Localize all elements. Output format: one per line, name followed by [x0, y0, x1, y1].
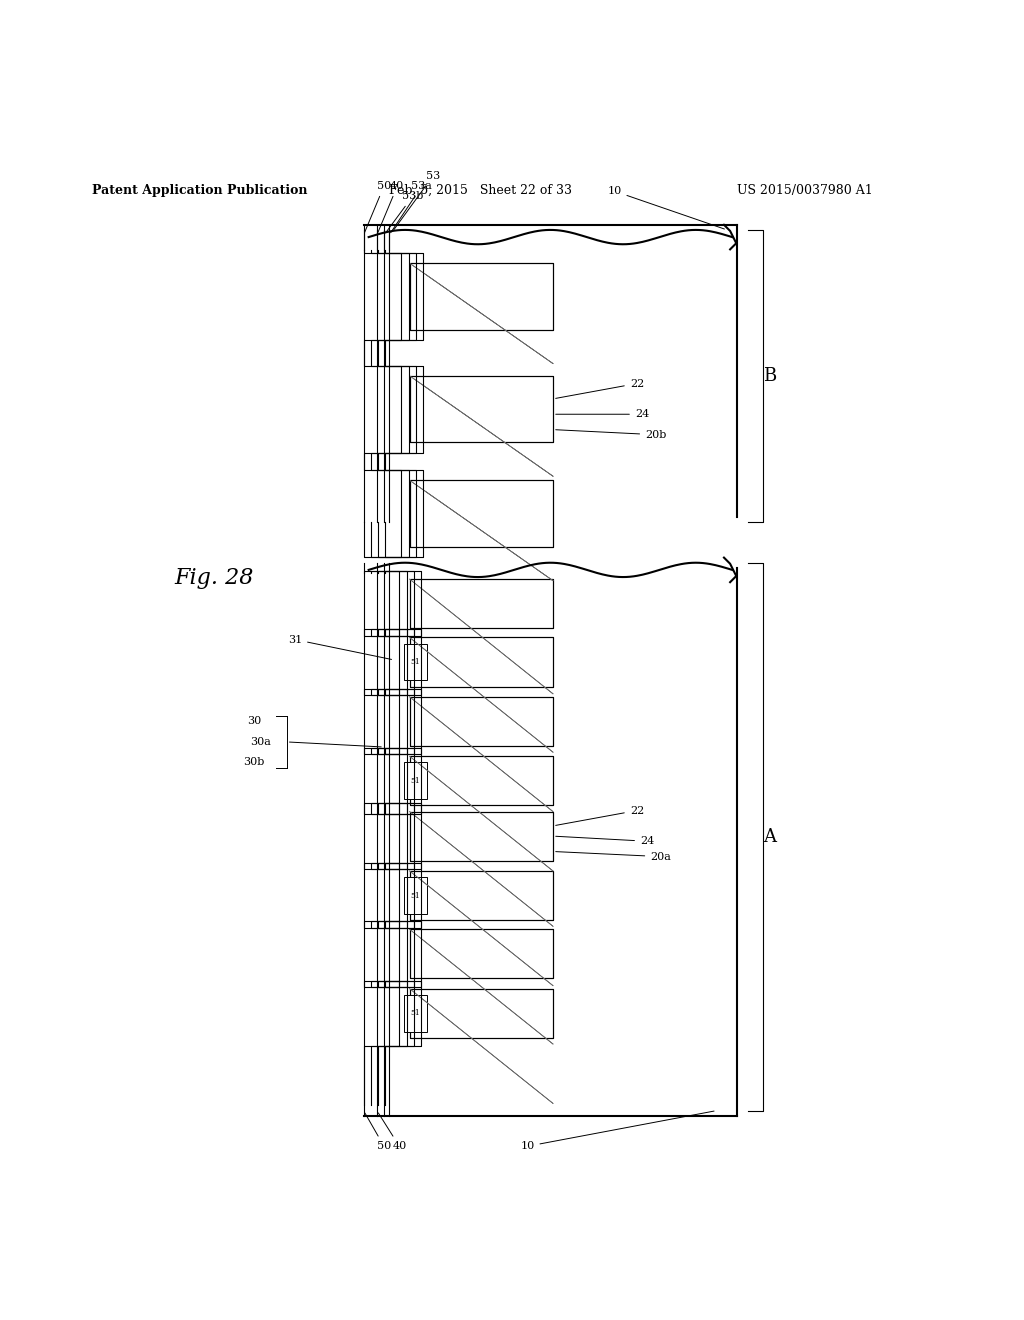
Bar — [404, 995, 427, 1032]
Bar — [410, 263, 553, 330]
Bar — [410, 697, 553, 746]
Bar — [410, 871, 553, 920]
Text: Fig. 28: Fig. 28 — [174, 568, 254, 589]
Bar — [410, 812, 553, 861]
Text: 10: 10 — [520, 1111, 714, 1151]
Text: 53b: 53b — [386, 191, 423, 232]
Text: 51: 51 — [411, 891, 421, 899]
Bar — [410, 376, 553, 442]
Bar — [404, 763, 427, 800]
Text: 53a: 53a — [391, 181, 432, 232]
Text: 22: 22 — [556, 805, 644, 825]
Bar — [410, 376, 553, 442]
Bar — [410, 989, 553, 1038]
Text: A: A — [763, 828, 776, 846]
Bar — [410, 929, 553, 978]
Bar — [410, 812, 553, 861]
Bar — [410, 579, 553, 628]
Text: 22: 22 — [556, 379, 644, 399]
Text: 51: 51 — [411, 1010, 421, 1018]
Bar — [410, 263, 553, 330]
Text: 30a: 30a — [251, 737, 271, 747]
Bar — [410, 480, 553, 546]
Text: 20b: 20b — [556, 430, 667, 440]
Bar — [410, 756, 553, 805]
Text: Patent Application Publication: Patent Application Publication — [92, 183, 307, 197]
Bar — [410, 638, 553, 686]
Text: B: B — [763, 367, 776, 385]
Text: Feb. 5, 2015   Sheet 22 of 33: Feb. 5, 2015 Sheet 22 of 33 — [389, 183, 572, 197]
Text: 51: 51 — [411, 777, 421, 785]
Bar — [410, 929, 553, 978]
Text: 40: 40 — [378, 1113, 407, 1151]
Text: 24: 24 — [556, 837, 654, 846]
Bar — [410, 756, 553, 805]
Bar — [410, 871, 553, 920]
Bar — [410, 579, 553, 628]
Bar — [410, 638, 553, 686]
Text: 40: 40 — [378, 181, 404, 232]
Bar — [404, 644, 427, 681]
Text: 10: 10 — [607, 186, 724, 228]
Text: 20a: 20a — [556, 851, 671, 862]
Bar — [404, 876, 427, 913]
Text: 31: 31 — [288, 635, 391, 660]
Text: 51: 51 — [411, 659, 421, 667]
Text: 50: 50 — [365, 1113, 391, 1151]
Text: 50: 50 — [365, 181, 391, 232]
Text: 30: 30 — [247, 717, 261, 726]
Bar — [410, 697, 553, 746]
Text: 24: 24 — [556, 409, 649, 420]
Bar — [410, 989, 553, 1038]
Bar — [410, 480, 553, 546]
Text: US 2015/0037980 A1: US 2015/0037980 A1 — [737, 183, 873, 197]
Text: 53: 53 — [394, 170, 440, 230]
Text: 30b: 30b — [243, 758, 264, 767]
